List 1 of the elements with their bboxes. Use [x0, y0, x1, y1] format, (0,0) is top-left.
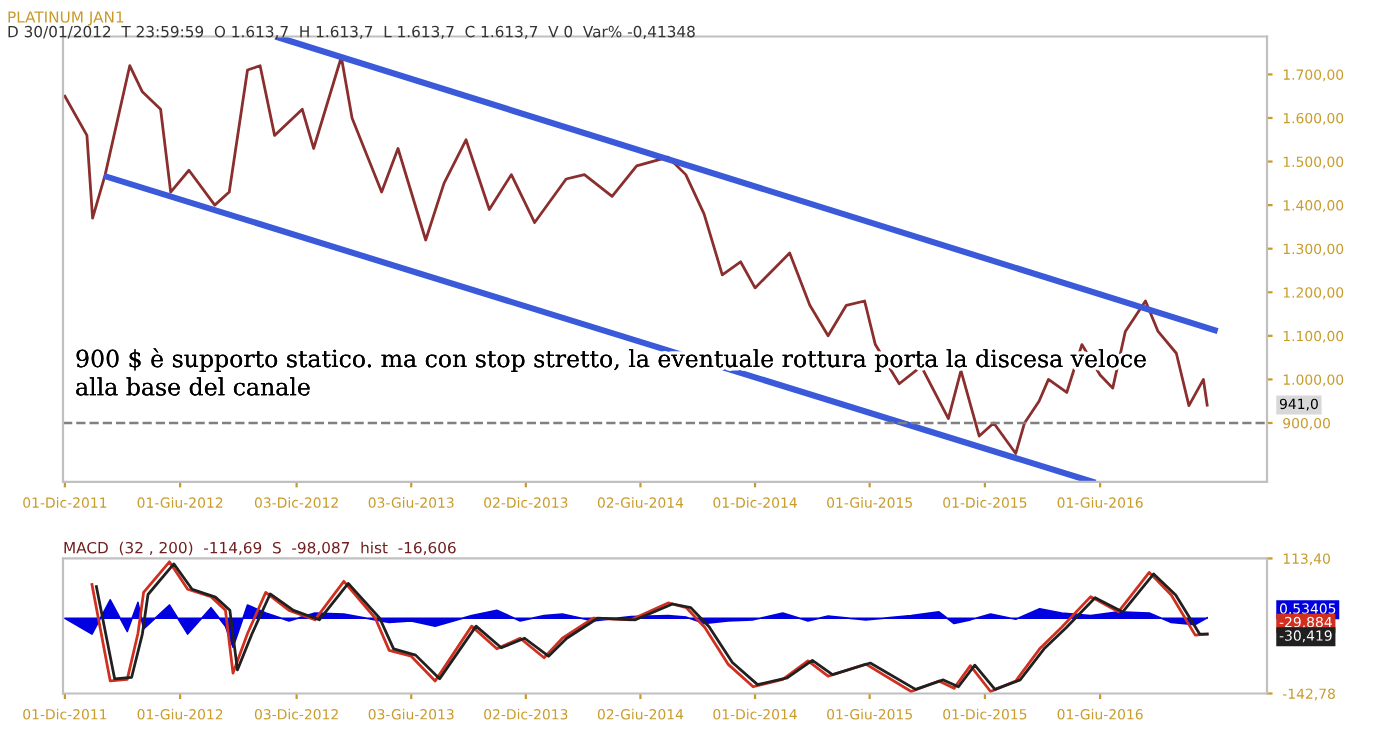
line-series [63, 55, 1209, 455]
